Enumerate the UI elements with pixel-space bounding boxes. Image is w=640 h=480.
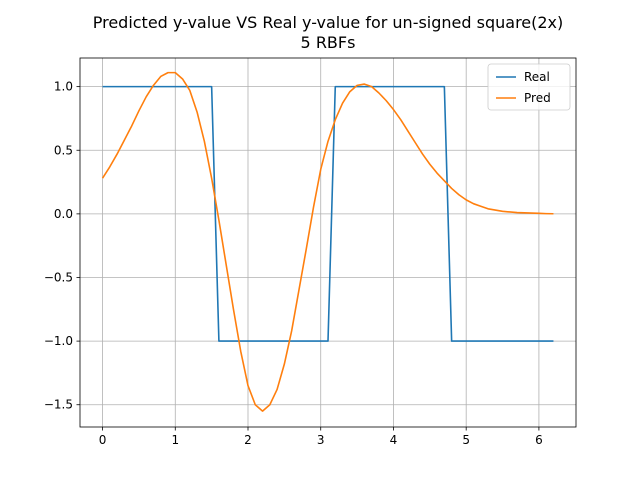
series-layer <box>101 71 554 412</box>
y-tick-label: −1.5 <box>44 398 73 412</box>
x-tick-label: 0 <box>99 433 107 447</box>
x-tick-label: 1 <box>171 433 179 447</box>
plot-frame <box>79 57 577 428</box>
y-tick-label: 0.0 <box>54 207 73 221</box>
chart-subtitle: 5 RBFs <box>301 33 356 52</box>
legend: Real Pred <box>487 63 571 111</box>
legend-label-pred: Pred <box>524 91 551 105</box>
series-line-real <box>102 85 554 342</box>
x-tick-label: 6 <box>535 433 543 447</box>
x-tick-label: 4 <box>390 433 398 447</box>
legend-label-real: Real <box>524 70 550 84</box>
grid-lines <box>80 58 576 427</box>
axis-ticks: 0 1 2 3 4 5 6 −1.5 −1.0 −0.5 0.0 0.5 1.0 <box>44 80 543 447</box>
y-tick-label: 0.5 <box>54 143 73 157</box>
chart-title: Predicted y-value VS Real y-value for un… <box>93 13 564 32</box>
x-tick-label: 2 <box>244 433 252 447</box>
x-tick-label: 5 <box>462 433 470 447</box>
y-tick-label: −1.0 <box>44 334 73 348</box>
x-tick-label: 3 <box>317 433 325 447</box>
y-tick-label: 1.0 <box>54 80 73 94</box>
series-line-pred <box>101 71 554 412</box>
y-tick-label: −0.5 <box>44 270 73 284</box>
